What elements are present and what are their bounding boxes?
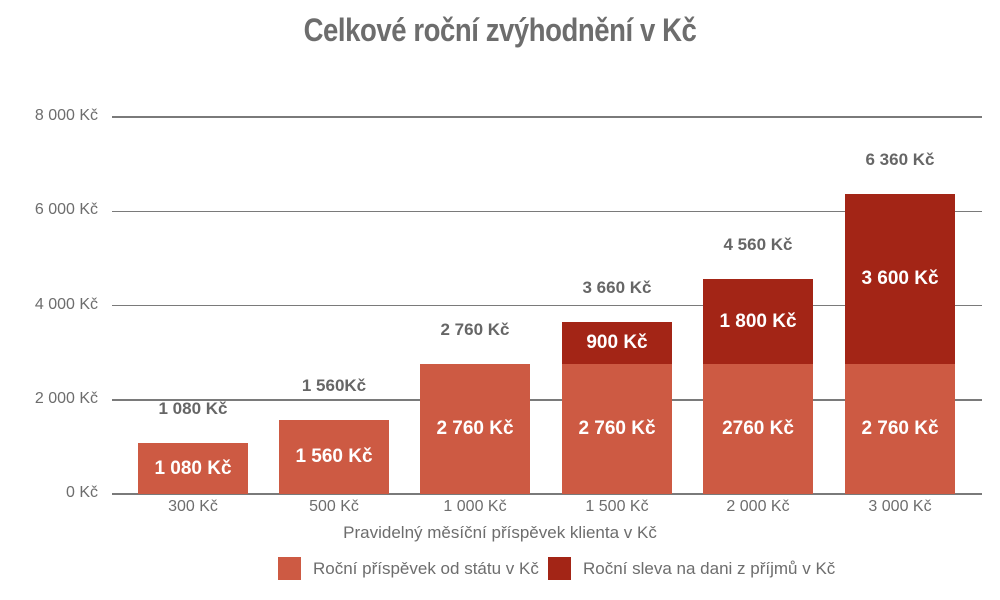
total-label: 1 560Kč xyxy=(301,376,367,396)
legend-swatch-state xyxy=(278,557,301,580)
bar-segment-state: 2 760 Kč xyxy=(845,363,955,494)
y-tick-label: 6 000 Kč xyxy=(34,201,98,219)
bar-segment-tax: 3 600 Kč xyxy=(845,194,955,364)
y-tick-label: 4 000 Kč xyxy=(34,295,98,313)
y-tick-label: 8 000 Kč xyxy=(34,107,98,124)
x-tick-label: 3 000 Kč xyxy=(868,498,932,515)
bar-segment-state: 2 760 Kč xyxy=(562,363,672,494)
x-tick-label: 2 000 Kč xyxy=(726,498,790,515)
x-tick-label: 1 000 Kč xyxy=(443,498,507,515)
gridline xyxy=(112,210,982,212)
bar-segment-state: 1 560 Kč xyxy=(279,420,389,494)
x-tick-label: 300 Kč xyxy=(168,498,218,515)
bar-segment-state: 2760 Kč xyxy=(703,363,813,494)
bar-segment-state: 2 760 Kč xyxy=(420,363,530,494)
total-label: 6 360 Kč xyxy=(865,150,935,170)
total-label: 2 760 Kč xyxy=(440,319,510,339)
legend-swatch-tax xyxy=(548,557,571,580)
legend-item-tax: Roční sleva na dani z příjmů v Kč xyxy=(548,557,835,580)
total-label: 4 560 Kč xyxy=(723,235,793,255)
bar-segment-tax: 1 800 Kč xyxy=(703,279,813,364)
y-tick-label: 0 Kč xyxy=(65,484,98,501)
x-tick-label: 500 Kč xyxy=(309,498,359,515)
gridline xyxy=(112,493,982,495)
y-tick-label: 2 000 Kč xyxy=(34,389,98,407)
chart-title: Celkové roční zvýhodnění v Kč xyxy=(303,12,697,48)
x-tick-label: 1 500 Kč xyxy=(585,498,649,515)
legend-label-state: Roční příspěvek od státu v Kč xyxy=(313,558,539,578)
gridline xyxy=(112,116,982,118)
legend-label-tax: Roční sleva na dani z příjmů v Kč xyxy=(583,558,836,578)
legend-item-state: Roční příspěvek od státu v Kč xyxy=(278,557,539,580)
bar-segment-state: 1 080 Kč xyxy=(138,443,248,494)
gridline xyxy=(112,304,982,307)
total-label: 3 660 Kč xyxy=(582,277,652,297)
gridline xyxy=(112,399,982,401)
x-axis-label: Pravidelný měsíční příspěvek klienta v K… xyxy=(343,523,657,542)
total-label: 1 080 Kč xyxy=(158,399,228,419)
bar-segment-tax: 900 Kč xyxy=(562,321,672,364)
